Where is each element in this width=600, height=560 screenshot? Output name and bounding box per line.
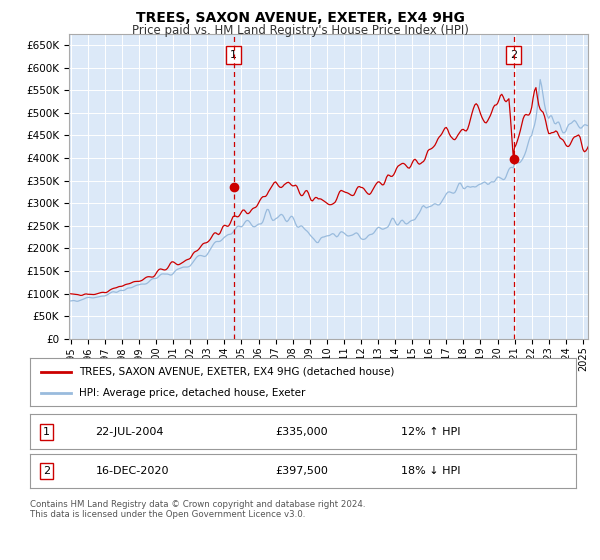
Text: £397,500: £397,500 [276,466,329,476]
Text: 18% ↓ HPI: 18% ↓ HPI [401,466,461,476]
Text: Price paid vs. HM Land Registry's House Price Index (HPI): Price paid vs. HM Land Registry's House … [131,24,469,37]
Text: 2: 2 [511,50,517,60]
Text: 16-DEC-2020: 16-DEC-2020 [95,466,169,476]
Text: HPI: Average price, detached house, Exeter: HPI: Average price, detached house, Exet… [79,388,305,398]
Text: £335,000: £335,000 [276,427,328,437]
Text: TREES, SAXON AVENUE, EXETER, EX4 9HG: TREES, SAXON AVENUE, EXETER, EX4 9HG [136,11,464,25]
Text: 22-JUL-2004: 22-JUL-2004 [95,427,164,437]
Text: TREES, SAXON AVENUE, EXETER, EX4 9HG (detached house): TREES, SAXON AVENUE, EXETER, EX4 9HG (de… [79,367,395,377]
Text: 12% ↑ HPI: 12% ↑ HPI [401,427,461,437]
Text: Contains HM Land Registry data © Crown copyright and database right 2024.
This d: Contains HM Land Registry data © Crown c… [30,500,365,519]
Text: 1: 1 [230,50,237,60]
Text: 1: 1 [43,427,50,437]
Text: 2: 2 [43,466,50,476]
